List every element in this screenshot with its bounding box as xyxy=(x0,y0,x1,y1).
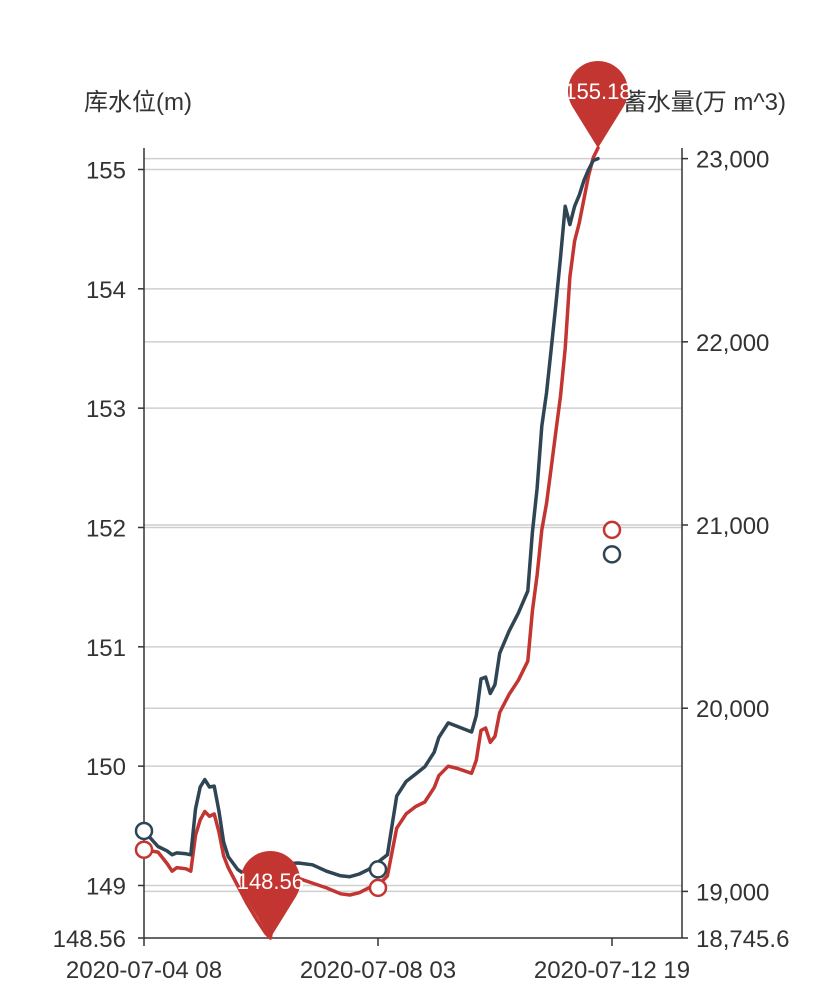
tick-layer: 148.56 149 150 151 152 153 154 155 18,745.6 19,00… xyxy=(53,147,790,984)
right-tick-label-4: 22,000 xyxy=(696,330,769,357)
pin-marker-shape-1 xyxy=(240,851,301,938)
pin-marker-shape-0 xyxy=(567,61,628,148)
left-tick-label-2: 150 xyxy=(86,754,126,781)
level-point-marker-1[interactable] xyxy=(368,878,388,898)
x-tick-label-2: 2020-07-12 19 xyxy=(534,957,690,984)
left-tick-label-7: 155 xyxy=(86,157,126,184)
right-tick-label-5: 23,000 xyxy=(696,147,769,174)
pin-marker-0[interactable]: 155.18 xyxy=(564,61,632,148)
left-tick-label-4: 152 xyxy=(86,515,126,542)
level-series-line xyxy=(142,146,600,940)
marker-layer: 155.18 148.56 xyxy=(134,61,632,938)
left-tick-label-5: 153 xyxy=(86,396,126,423)
right-tick-label-1: 19,000 xyxy=(696,879,769,906)
left-tick-label-0: 148.56 xyxy=(53,926,126,953)
grid-layer xyxy=(144,157,682,893)
left-tick-label-1: 149 xyxy=(86,873,126,900)
left-tick-label-3: 151 xyxy=(86,635,126,662)
right-tick-label-0: 18,745.6 xyxy=(696,926,789,953)
right-axis-title: 蓄水量(万 m^3) xyxy=(623,89,786,116)
x-tick-label-0: 2020-07-04 08 xyxy=(66,957,222,984)
left-tick-label-6: 154 xyxy=(86,277,126,304)
storage-series-line xyxy=(142,156,600,888)
x-tick-label-1: 2020-07-08 03 xyxy=(300,957,456,984)
storage-point-marker-3[interactable] xyxy=(134,821,154,841)
level-point-marker-0[interactable] xyxy=(134,840,154,859)
right-tick-label-2: 20,000 xyxy=(696,696,769,723)
pin-marker-1[interactable]: 148.56 xyxy=(237,851,304,938)
left-axis-title: 库水位(m) xyxy=(84,89,192,116)
pin-marker-label-0: 155.18 xyxy=(564,79,631,104)
right-tick-label-3: 21,000 xyxy=(696,513,769,540)
series-layer xyxy=(142,146,600,940)
storage-point-marker-4[interactable] xyxy=(368,860,388,879)
storage-point-marker-5[interactable] xyxy=(602,545,622,564)
level-point-marker-2[interactable] xyxy=(602,520,622,540)
axis-layer: 库水位(m) 蓄水量(万 m^3) xyxy=(84,89,786,939)
pin-marker-label-1: 148.56 xyxy=(237,869,304,894)
